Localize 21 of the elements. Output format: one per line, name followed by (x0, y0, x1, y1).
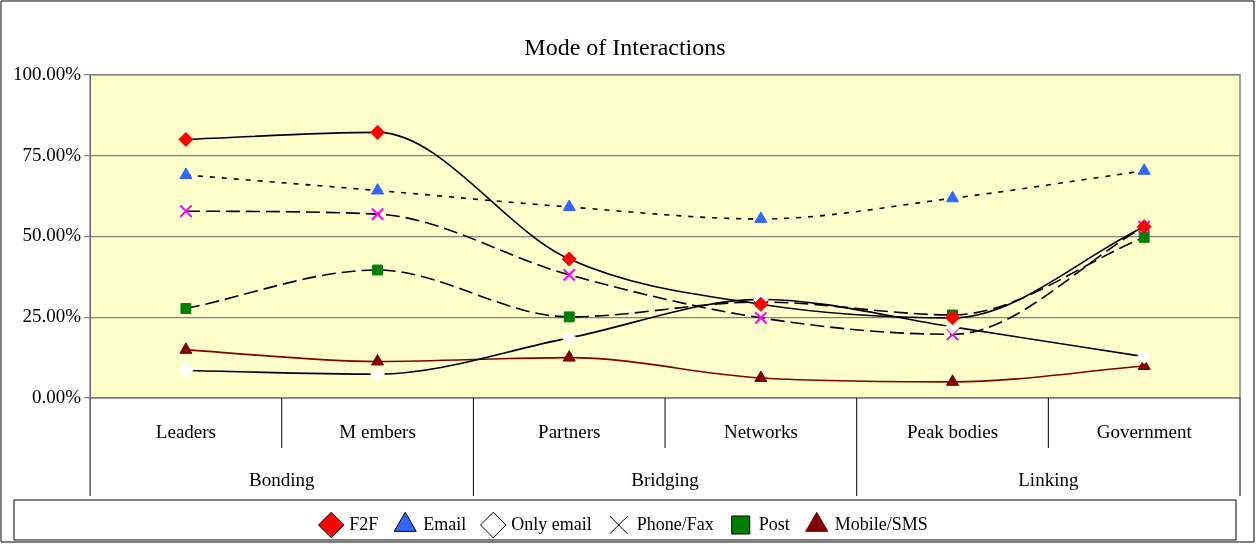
x-tick-label: Partners (538, 421, 601, 443)
text: Bonding (249, 468, 315, 490)
x-tick-label: M embers (339, 421, 416, 443)
legend-label: Email (423, 513, 467, 534)
chart-title: Mode of Interactions (524, 33, 726, 60)
y-tick-label: 100.00% (13, 62, 82, 84)
legend-label: Only email (511, 513, 592, 534)
legend-label: Phone/Fax (636, 513, 714, 534)
x-tick-label: Networks (723, 421, 798, 443)
y-tick-label: 25.00% (22, 305, 82, 327)
y-tick-label: 50.00% (22, 224, 82, 246)
y-tick-label: 75.00% (22, 143, 82, 165)
y-tick-label: 0.00% (32, 385, 82, 407)
text: Linking (1018, 468, 1079, 490)
x-tick-label: Government (1096, 421, 1193, 443)
x-tick-label: Peak bodies (906, 421, 999, 443)
legend-label: Mobile/SMS (834, 513, 928, 534)
legend-label: Post (758, 513, 790, 534)
legend-label: F2F (349, 513, 379, 534)
x-tick-label: Leaders (155, 421, 216, 443)
text: Bridging (631, 468, 700, 490)
